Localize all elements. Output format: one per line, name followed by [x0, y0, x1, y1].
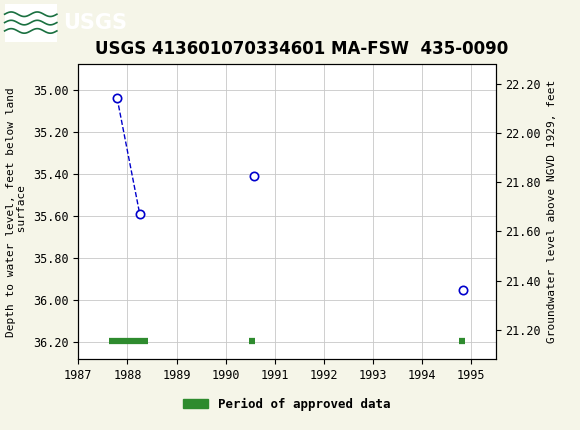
Y-axis label: Groundwater level above NGVD 1929, feet: Groundwater level above NGVD 1929, feet	[547, 80, 557, 344]
FancyBboxPatch shape	[5, 3, 57, 42]
Y-axis label: Depth to water level, feet below land
 surface: Depth to water level, feet below land su…	[6, 87, 27, 337]
Text: USGS: USGS	[63, 12, 126, 33]
Text: USGS 413601070334601 MA-FSW  435-0090: USGS 413601070334601 MA-FSW 435-0090	[95, 40, 508, 58]
Legend: Period of approved data: Period of approved data	[179, 393, 396, 416]
